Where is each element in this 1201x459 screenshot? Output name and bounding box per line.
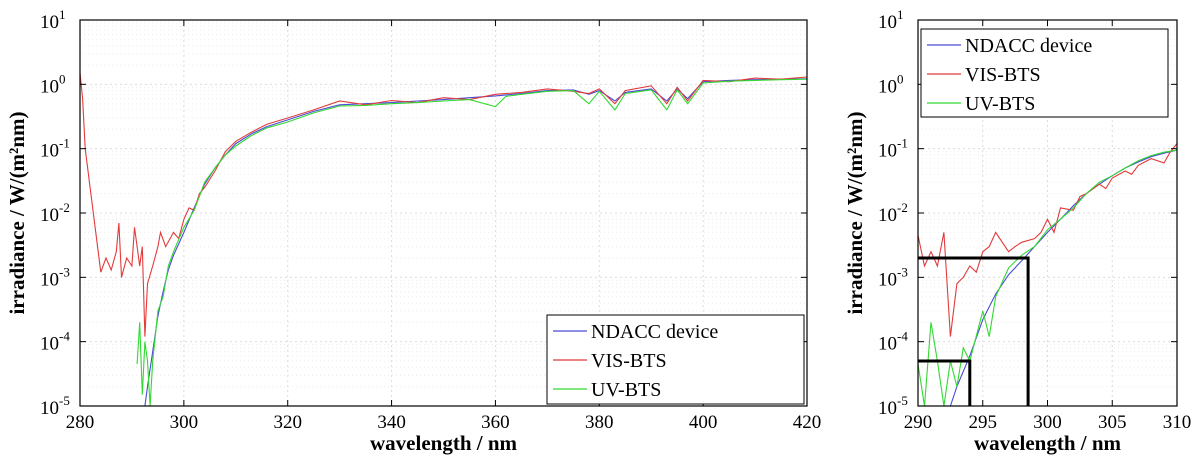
y-tick-base: 10: [40, 141, 59, 162]
x-tick-label: 300: [170, 412, 199, 433]
x-axis-label: wavelength / nm: [974, 431, 1122, 455]
y-tick-exponent: -3: [897, 264, 908, 279]
y-tick-label: 10-1: [40, 136, 70, 162]
x-tick-label: 295: [969, 412, 998, 433]
series-line-uv-bts: [136, 78, 808, 407]
legend-label: VIS-BTS: [591, 350, 667, 372]
x-tick-label: 300: [1033, 412, 1062, 433]
x-tick-label: 380: [585, 412, 614, 433]
x-tick-label: 280: [66, 412, 95, 433]
y-tick-exponent: -5: [59, 393, 70, 408]
y-tick-label: 10-2: [878, 200, 908, 226]
series-line-vis-bts: [79, 72, 808, 337]
x-axis: 290 295 300 305 310: [904, 20, 1192, 433]
x-tick-label: 320: [273, 412, 302, 433]
y-tick-exponent: -1: [59, 136, 70, 151]
y-tick-base: 10: [878, 12, 897, 33]
y-tick-label: 10-3: [40, 264, 70, 290]
legend-box: [546, 314, 805, 405]
y-tick-label: 10-5: [878, 393, 908, 419]
legend-label: UV-BTS: [591, 379, 661, 401]
y-tick-exponent: -3: [59, 264, 70, 279]
threshold-marker: [918, 256, 1030, 406]
x-tick-label: 310: [1163, 412, 1192, 433]
y-tick-base: 10: [40, 398, 59, 419]
legend-label: UV-BTS: [965, 93, 1035, 115]
threshold-marker: [918, 359, 972, 406]
y-tick-exponent: 1: [59, 7, 66, 22]
x-tick-label: 360: [481, 412, 510, 433]
legend-label: VIS-BTS: [965, 64, 1041, 86]
x-axis: 280 300 320 340 360 380 400 420: [66, 20, 822, 433]
series-line-vis-bts: [917, 143, 1178, 337]
x-axis-label: wavelength / nm: [370, 431, 518, 455]
series-group: [79, 72, 808, 407]
y-tick-base: 10: [878, 269, 897, 290]
legend-label: NDACC device: [965, 35, 1092, 57]
y-tick-exponent: -4: [59, 329, 70, 344]
y-tick-label: 10-4: [40, 329, 70, 355]
y-tick-label: 101: [878, 7, 904, 33]
y-tick-base: 10: [40, 269, 59, 290]
y-tick-exponent: -5: [897, 393, 908, 408]
series-line-uv-bts: [917, 149, 1178, 407]
y-tick-base: 10: [40, 12, 59, 33]
left-chart: 280 300 320 340 360 380 400 42010-510-410-310-2…: [5, 7, 821, 455]
y-tick-exponent: -1: [897, 136, 908, 151]
y-tick-base: 10: [40, 334, 59, 355]
y-tick-exponent: -2: [59, 200, 70, 215]
x-tick-label: 420: [793, 412, 822, 433]
y-tick-base: 10: [40, 76, 59, 97]
y-tick-exponent: 1: [897, 7, 904, 22]
y-tick-label: 10-1: [878, 136, 908, 162]
y-tick-base: 10: [878, 398, 897, 419]
y-tick-exponent: -4: [897, 329, 908, 344]
y-tick-base: 10: [878, 205, 897, 226]
y-tick-base: 10: [878, 76, 897, 97]
y-tick-label: 100: [878, 71, 904, 97]
y-tick-label: 10-4: [878, 329, 908, 355]
legend: NDACC device VIS-BTS UV-BTS: [546, 314, 805, 405]
x-tick-label: 305: [1098, 412, 1127, 433]
y-tick-label: 100: [40, 71, 66, 97]
y-axis-label: irradiance / W/(m²nm): [5, 111, 29, 314]
y-tick-exponent: 0: [59, 71, 66, 86]
y-tick-label: 10-5: [40, 393, 70, 419]
y-axis-label: irradiance / W/(m²nm): [843, 111, 867, 314]
y-tick-exponent: 0: [897, 71, 904, 86]
x-tick-label: 340: [377, 412, 406, 433]
y-tick-label: 10-2: [40, 200, 70, 226]
x-tick-label: 400: [689, 412, 718, 433]
y-tick-label: 101: [40, 7, 66, 33]
y-tick-label: 10-3: [878, 264, 908, 290]
legend-label: NDACC device: [591, 321, 718, 343]
y-tick-base: 10: [878, 334, 897, 355]
legend: NDACC device VIS-BTS UV-BTS: [920, 28, 1169, 118]
series-group: [917, 143, 1178, 407]
right-chart: 290 295 300 305 31010-510-410-310-210-110010…: [843, 7, 1191, 455]
x-tick-label: 290: [904, 412, 933, 433]
y-tick-base: 10: [878, 141, 897, 162]
y-tick-exponent: -2: [897, 200, 908, 215]
legend-box: [920, 28, 1169, 118]
y-tick-base: 10: [40, 205, 59, 226]
